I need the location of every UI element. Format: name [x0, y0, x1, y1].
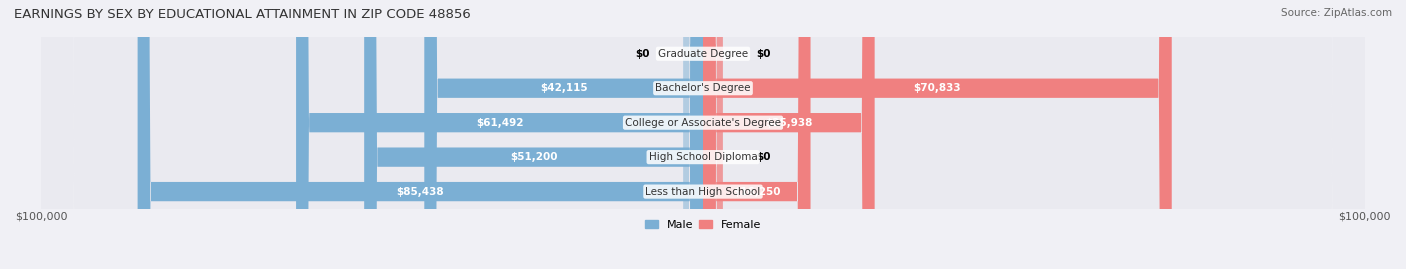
Text: $0: $0 [636, 49, 650, 59]
FancyBboxPatch shape [683, 0, 703, 269]
FancyBboxPatch shape [297, 0, 703, 269]
FancyBboxPatch shape [41, 0, 1365, 269]
Text: $42,115: $42,115 [540, 83, 588, 93]
FancyBboxPatch shape [41, 0, 1365, 269]
Text: $51,200: $51,200 [510, 152, 557, 162]
FancyBboxPatch shape [41, 0, 1365, 269]
FancyBboxPatch shape [703, 0, 875, 269]
Text: High School Diploma: High School Diploma [648, 152, 758, 162]
FancyBboxPatch shape [703, 0, 723, 269]
FancyBboxPatch shape [425, 0, 703, 269]
FancyBboxPatch shape [703, 0, 723, 269]
FancyBboxPatch shape [41, 0, 1365, 269]
Text: $0: $0 [756, 152, 770, 162]
Text: $85,438: $85,438 [396, 187, 444, 197]
Text: $16,250: $16,250 [733, 187, 780, 197]
Text: Bachelor's Degree: Bachelor's Degree [655, 83, 751, 93]
Text: EARNINGS BY SEX BY EDUCATIONAL ATTAINMENT IN ZIP CODE 48856: EARNINGS BY SEX BY EDUCATIONAL ATTAINMEN… [14, 8, 471, 21]
Text: $70,833: $70,833 [914, 83, 962, 93]
Text: $25,938: $25,938 [765, 118, 813, 128]
FancyBboxPatch shape [138, 0, 703, 269]
Text: $61,492: $61,492 [475, 118, 523, 128]
Text: College or Associate's Degree: College or Associate's Degree [626, 118, 780, 128]
Text: Less than High School: Less than High School [645, 187, 761, 197]
Text: Source: ZipAtlas.com: Source: ZipAtlas.com [1281, 8, 1392, 18]
FancyBboxPatch shape [703, 0, 810, 269]
Legend: Male, Female: Male, Female [640, 215, 766, 234]
FancyBboxPatch shape [364, 0, 703, 269]
FancyBboxPatch shape [41, 0, 1365, 269]
FancyBboxPatch shape [703, 0, 1171, 269]
Text: $0: $0 [756, 49, 770, 59]
Text: Graduate Degree: Graduate Degree [658, 49, 748, 59]
